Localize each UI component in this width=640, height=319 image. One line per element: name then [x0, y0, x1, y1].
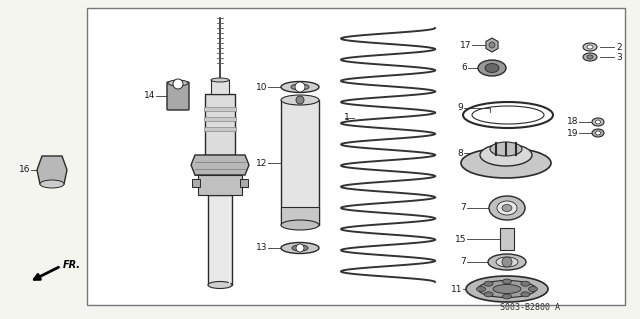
FancyBboxPatch shape: [208, 195, 232, 285]
Ellipse shape: [478, 280, 536, 298]
Text: S003-B2800 A: S003-B2800 A: [500, 303, 560, 313]
Circle shape: [502, 257, 512, 267]
Ellipse shape: [168, 80, 188, 86]
Ellipse shape: [478, 60, 506, 76]
Text: 17: 17: [460, 41, 471, 49]
Text: 8: 8: [457, 149, 463, 158]
Text: 10: 10: [255, 83, 267, 92]
Ellipse shape: [485, 63, 499, 72]
Circle shape: [296, 244, 304, 252]
Circle shape: [489, 42, 495, 48]
Bar: [87, 8, 625, 305]
Ellipse shape: [484, 292, 493, 297]
Text: 1: 1: [344, 114, 350, 122]
Ellipse shape: [496, 257, 518, 267]
Ellipse shape: [480, 144, 532, 166]
Ellipse shape: [592, 129, 604, 137]
FancyBboxPatch shape: [167, 82, 189, 110]
FancyBboxPatch shape: [204, 127, 236, 131]
Text: 7: 7: [460, 204, 466, 212]
Text: 3: 3: [616, 53, 621, 62]
Ellipse shape: [587, 55, 593, 59]
Text: 19: 19: [566, 129, 578, 137]
Text: 16: 16: [19, 166, 30, 174]
Ellipse shape: [583, 53, 597, 61]
Text: 14: 14: [143, 92, 155, 100]
Ellipse shape: [521, 292, 530, 297]
Text: FR.: FR.: [63, 260, 81, 270]
FancyBboxPatch shape: [204, 117, 236, 121]
Text: 11: 11: [451, 285, 462, 293]
Circle shape: [296, 96, 304, 104]
FancyBboxPatch shape: [192, 179, 200, 187]
FancyBboxPatch shape: [281, 207, 319, 225]
FancyBboxPatch shape: [240, 179, 248, 187]
Text: 18: 18: [566, 117, 578, 127]
Ellipse shape: [484, 281, 493, 286]
Ellipse shape: [488, 254, 526, 270]
FancyBboxPatch shape: [211, 80, 229, 94]
Text: 6: 6: [461, 63, 467, 72]
Ellipse shape: [40, 180, 64, 188]
Ellipse shape: [466, 276, 548, 302]
Ellipse shape: [208, 281, 232, 288]
Ellipse shape: [490, 142, 522, 156]
Circle shape: [173, 79, 183, 89]
Ellipse shape: [583, 43, 597, 51]
Ellipse shape: [529, 286, 538, 292]
Ellipse shape: [211, 78, 229, 82]
Ellipse shape: [489, 196, 525, 220]
Ellipse shape: [521, 281, 530, 286]
Text: 4: 4: [193, 160, 199, 169]
Ellipse shape: [595, 120, 600, 124]
Ellipse shape: [281, 220, 319, 230]
Text: 2: 2: [616, 42, 621, 51]
Text: 7: 7: [460, 257, 466, 266]
Polygon shape: [37, 156, 67, 184]
Ellipse shape: [592, 118, 604, 126]
Ellipse shape: [587, 45, 593, 49]
FancyBboxPatch shape: [281, 100, 319, 225]
Text: 5: 5: [193, 168, 199, 177]
Text: 12: 12: [255, 159, 267, 167]
FancyBboxPatch shape: [204, 107, 236, 111]
FancyBboxPatch shape: [205, 94, 235, 155]
Polygon shape: [486, 38, 498, 52]
Ellipse shape: [281, 95, 319, 105]
Ellipse shape: [493, 285, 521, 293]
Ellipse shape: [281, 242, 319, 254]
Ellipse shape: [502, 279, 511, 284]
Ellipse shape: [502, 204, 512, 211]
Circle shape: [295, 82, 305, 92]
FancyBboxPatch shape: [198, 175, 242, 195]
Ellipse shape: [281, 81, 319, 93]
Ellipse shape: [497, 201, 517, 215]
Ellipse shape: [502, 294, 511, 299]
Ellipse shape: [461, 148, 551, 178]
Polygon shape: [191, 155, 249, 175]
Ellipse shape: [595, 131, 600, 135]
Ellipse shape: [291, 84, 309, 90]
Ellipse shape: [477, 286, 486, 292]
Ellipse shape: [292, 245, 308, 251]
FancyBboxPatch shape: [500, 228, 514, 250]
Text: 13: 13: [255, 243, 267, 253]
Text: 9: 9: [457, 103, 463, 113]
Text: 15: 15: [454, 234, 466, 243]
